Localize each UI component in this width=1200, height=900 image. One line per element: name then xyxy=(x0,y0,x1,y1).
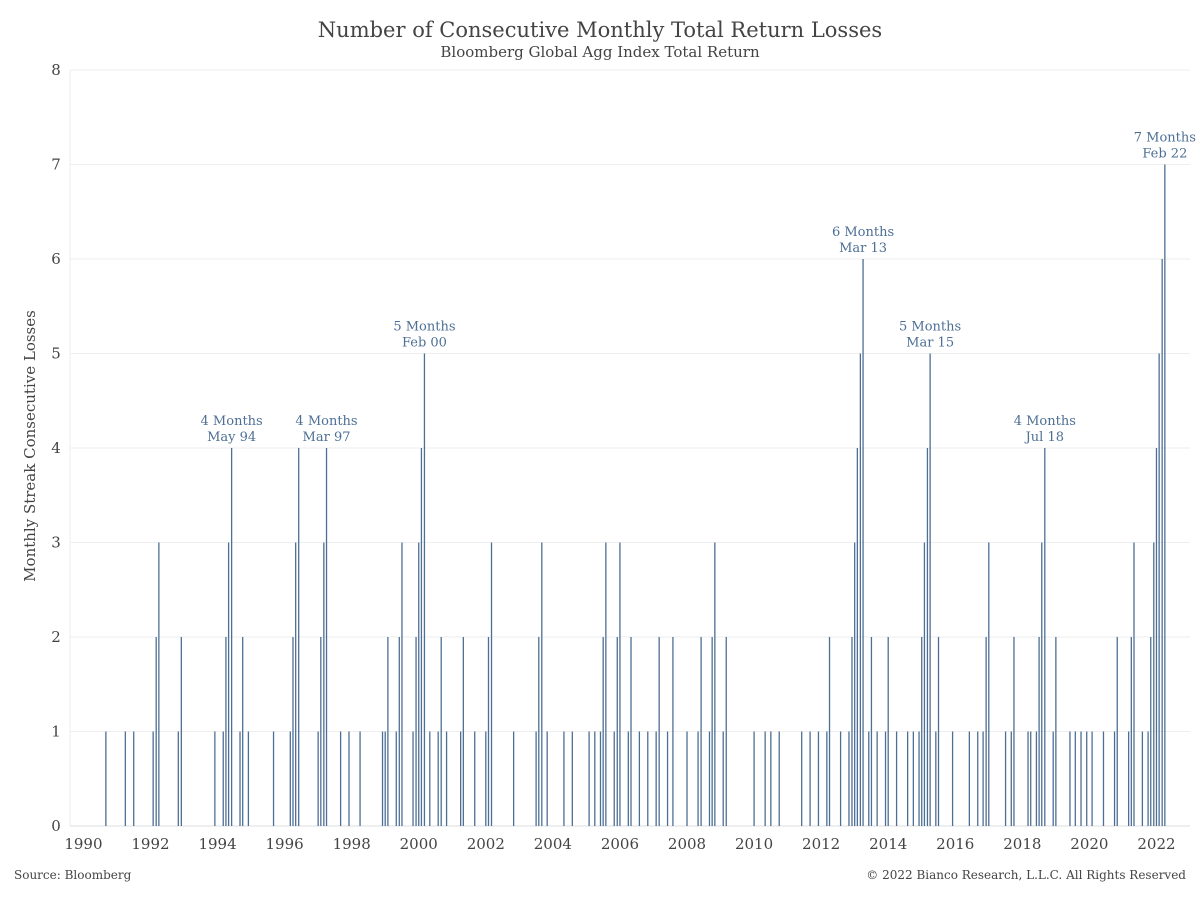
x-tick-label: 2008 xyxy=(668,835,706,853)
y-tick-label: 2 xyxy=(51,628,61,646)
annotation-duration: 5 Months xyxy=(393,320,455,335)
gridlines xyxy=(69,69,1190,827)
x-tick-labels: 1990 1992 1994 1996 1998 2000 2002 2004 2006 2008… xyxy=(64,835,1175,853)
annotation-duration: 7 Months xyxy=(1134,131,1196,146)
chart-subtitle: Bloomberg Global Agg Index Total Return xyxy=(440,43,760,61)
x-tick-label: 1992 xyxy=(131,835,169,853)
annotation-date: May 94 xyxy=(207,430,256,445)
annotation-date: Mar 15 xyxy=(906,336,954,351)
annotation-duration: 4 Months xyxy=(201,414,263,429)
y-tick-labels: 0 1 2 3 4 5 6 7 8 xyxy=(51,61,61,835)
x-tick-label: 2022 xyxy=(1137,835,1175,853)
y-tick-label: 6 xyxy=(51,250,61,268)
x-tick-label: 1994 xyxy=(198,835,236,853)
x-tick-label: 2000 xyxy=(400,835,438,853)
annotation-date: Jul 18 xyxy=(1024,430,1064,445)
annotation-date: Feb 00 xyxy=(402,336,447,351)
y-tick-label: 3 xyxy=(51,534,61,552)
bars xyxy=(105,164,1166,826)
x-tick-label: 1990 xyxy=(64,835,102,853)
annotation-duration: 4 Months xyxy=(295,414,357,429)
y-tick-label: 1 xyxy=(51,723,61,741)
x-tick-label: 2020 xyxy=(1070,835,1108,853)
annotation-date: Mar 13 xyxy=(839,241,887,256)
annotation-date: Feb 22 xyxy=(1142,147,1187,162)
y-tick-label: 7 xyxy=(51,156,61,174)
annotation-date: Mar 97 xyxy=(303,430,351,445)
x-tick-label: 2018 xyxy=(1003,835,1041,853)
y-tick-label: 4 xyxy=(51,439,61,457)
x-tick-label: 2006 xyxy=(601,835,639,853)
annotation-duration: 6 Months xyxy=(832,225,894,240)
x-tick-label: 2014 xyxy=(869,835,907,853)
y-tick-label: 5 xyxy=(51,345,61,363)
annotation-duration: 4 Months xyxy=(1014,414,1076,429)
x-tick-label: 1998 xyxy=(333,835,371,853)
y-tick-label: 8 xyxy=(51,61,61,79)
annotation-duration: 5 Months xyxy=(899,320,961,335)
x-tick-label: 2010 xyxy=(735,835,773,853)
chart-title: Number of Consecutive Monthly Total Retu… xyxy=(317,18,883,42)
x-tick-label: 1996 xyxy=(266,835,304,853)
x-tick-label: 2012 xyxy=(802,835,840,853)
x-tick-label: 2002 xyxy=(467,835,505,853)
source-note: Source: Bloomberg xyxy=(14,868,132,882)
y-tick-label: 0 xyxy=(51,817,61,835)
copyright-note: © 2022 Bianco Research, L.L.C. All Right… xyxy=(866,868,1186,882)
x-tick-label: 2016 xyxy=(936,835,974,853)
x-tick-label: 2004 xyxy=(534,835,572,853)
